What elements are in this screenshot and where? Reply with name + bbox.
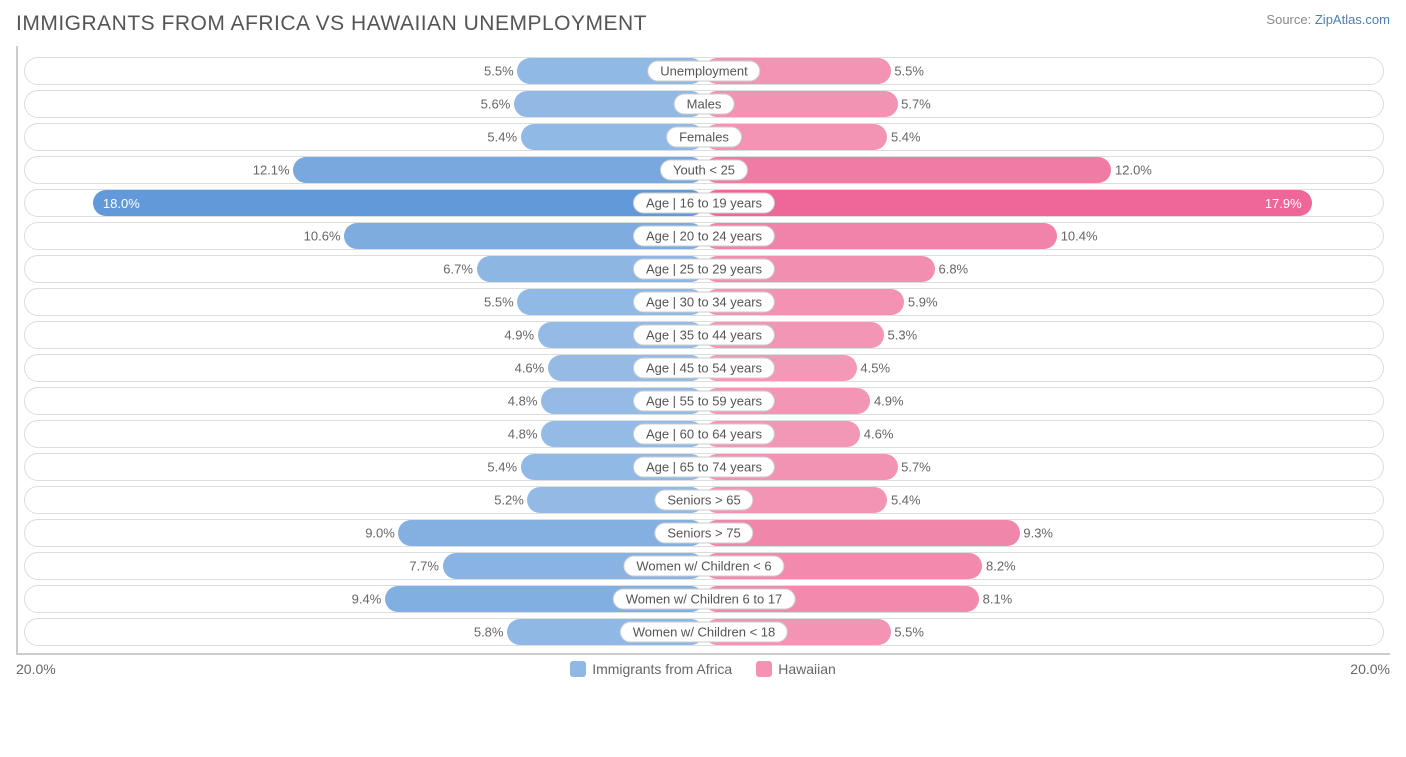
- legend-swatch-left: [570, 661, 586, 677]
- value-right: 5.7%: [898, 97, 931, 112]
- chart-title: IMMIGRANTS FROM AFRICA VS HAWAIIAN UNEMP…: [16, 12, 647, 36]
- legend: Immigrants from Africa Hawaiian: [570, 661, 836, 677]
- legend-item-left: Immigrants from Africa: [570, 661, 732, 677]
- chart-row: 5.5% 5.9% Age | 30 to 34 years: [24, 288, 1384, 316]
- value-left: 5.5%: [484, 295, 517, 310]
- value-left: 6.7%: [443, 262, 476, 277]
- value-left: 4.9%: [504, 328, 537, 343]
- category-label: Age | 55 to 59 years: [633, 391, 775, 412]
- value-right: 17.9%: [1265, 196, 1302, 211]
- value-left: 4.8%: [508, 427, 541, 442]
- category-label: Age | 60 to 64 years: [633, 424, 775, 445]
- value-left: 5.6%: [481, 97, 514, 112]
- chart-row: 9.0% 9.3% Seniors > 75: [24, 519, 1384, 547]
- category-label: Women w/ Children < 6: [623, 556, 784, 577]
- chart-row: 5.5% 5.5% Unemployment: [24, 57, 1384, 85]
- chart-row: 9.4% 8.1% Women w/ Children 6 to 17: [24, 585, 1384, 613]
- category-label: Seniors > 75: [654, 523, 753, 544]
- source-attribution: Source: ZipAtlas.com: [1266, 12, 1390, 27]
- value-left: 5.4%: [487, 460, 520, 475]
- category-label: Women w/ Children < 18: [620, 622, 788, 643]
- chart-row: 4.6% 4.5% Age | 45 to 54 years: [24, 354, 1384, 382]
- value-right: 5.4%: [887, 493, 920, 508]
- value-right: 5.5%: [891, 64, 924, 79]
- value-left: 18.0%: [103, 196, 140, 211]
- chart-row: 5.8% 5.5% Women w/ Children < 18: [24, 618, 1384, 646]
- source-link[interactable]: ZipAtlas.com: [1315, 12, 1390, 27]
- chart-row: 12.1% 12.0% Youth < 25: [24, 156, 1384, 184]
- category-label: Women w/ Children 6 to 17: [613, 589, 796, 610]
- value-right: 8.2%: [982, 559, 1015, 574]
- category-label: Age | 20 to 24 years: [633, 226, 775, 247]
- legend-item-right: Hawaiian: [756, 661, 836, 677]
- category-label: Unemployment: [647, 61, 760, 82]
- value-left: 5.2%: [494, 493, 527, 508]
- value-right: 12.0%: [1111, 163, 1151, 178]
- category-label: Age | 30 to 34 years: [633, 292, 775, 313]
- value-right: 5.4%: [887, 130, 920, 145]
- bar-right: [704, 157, 1111, 183]
- value-left: 9.0%: [365, 526, 398, 541]
- legend-swatch-right: [756, 661, 772, 677]
- legend-label-left: Immigrants from Africa: [592, 661, 732, 677]
- bar-left: [293, 157, 704, 183]
- axis-max-left: 20.0%: [16, 661, 56, 677]
- value-right: 10.4%: [1057, 229, 1097, 244]
- value-right: 4.5%: [857, 361, 890, 376]
- category-label: Age | 45 to 54 years: [633, 358, 775, 379]
- category-label: Females: [666, 127, 742, 148]
- axis-max-right: 20.0%: [1350, 661, 1390, 677]
- value-right: 5.5%: [891, 625, 924, 640]
- chart-row: 4.8% 4.9% Age | 55 to 59 years: [24, 387, 1384, 415]
- chart-row: 7.7% 8.2% Women w/ Children < 6: [24, 552, 1384, 580]
- chart-row: 5.4% 5.7% Age | 65 to 74 years: [24, 453, 1384, 481]
- value-right: 9.3%: [1020, 526, 1053, 541]
- chart-row: 4.8% 4.6% Age | 60 to 64 years: [24, 420, 1384, 448]
- category-label: Age | 16 to 19 years: [633, 193, 775, 214]
- chart-row: 4.9% 5.3% Age | 35 to 44 years: [24, 321, 1384, 349]
- category-label: Seniors > 65: [654, 490, 753, 511]
- category-label: Age | 25 to 29 years: [633, 259, 775, 280]
- chart-row: 5.6% 5.7% Males: [24, 90, 1384, 118]
- value-left: 5.8%: [474, 625, 507, 640]
- chart-row: 5.4% 5.4% Females: [24, 123, 1384, 151]
- chart-row: 10.6% 10.4% Age | 20 to 24 years: [24, 222, 1384, 250]
- diverging-bar-chart: 5.5% 5.5% Unemployment 5.6% 5.7% Males 5.4% …: [16, 46, 1390, 655]
- value-left: 5.5%: [484, 64, 517, 79]
- chart-row: 18.0% 17.9% Age | 16 to 19 years: [24, 189, 1384, 217]
- legend-label-right: Hawaiian: [778, 661, 836, 677]
- chart-row: 6.7% 6.8% Age | 25 to 29 years: [24, 255, 1384, 283]
- category-label: Males: [674, 94, 735, 115]
- value-left: 9.4%: [352, 592, 385, 607]
- bar-left: 18.0%: [93, 190, 704, 216]
- value-right: 6.8%: [935, 262, 968, 277]
- value-right: 5.3%: [884, 328, 917, 343]
- category-label: Age | 65 to 74 years: [633, 457, 775, 478]
- category-label: Age | 35 to 44 years: [633, 325, 775, 346]
- value-left: 7.7%: [409, 559, 442, 574]
- value-right: 4.9%: [870, 394, 903, 409]
- value-left: 5.4%: [487, 130, 520, 145]
- value-right: 5.7%: [898, 460, 931, 475]
- value-left: 10.6%: [304, 229, 344, 244]
- value-left: 4.8%: [508, 394, 541, 409]
- value-left: 4.6%: [515, 361, 548, 376]
- bar-right: 17.9%: [704, 190, 1312, 216]
- chart-row: 5.2% 5.4% Seniors > 65: [24, 486, 1384, 514]
- source-label: Source:: [1266, 12, 1311, 27]
- value-right: 4.6%: [860, 427, 893, 442]
- value-right: 8.1%: [979, 592, 1012, 607]
- value-left: 12.1%: [253, 163, 293, 178]
- value-right: 5.9%: [904, 295, 937, 310]
- category-label: Youth < 25: [660, 160, 748, 181]
